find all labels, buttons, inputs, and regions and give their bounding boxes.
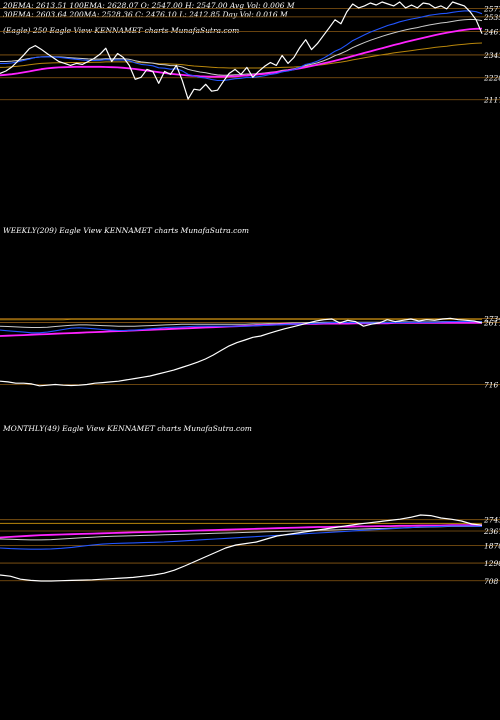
ema20-line-panel-2 bbox=[0, 525, 483, 550]
y-tick-label-2-4: 708 bbox=[484, 577, 499, 586]
ema30-line-panel-1 bbox=[0, 321, 482, 328]
header-line-1: 20EMA: 2613.51 100EMA: 2628.07 O: 2547.0… bbox=[2, 1, 295, 10]
ma200-line-panel-2 bbox=[0, 524, 482, 539]
y-tick-label-2-0: 2743 bbox=[483, 516, 500, 525]
header-line-2: 30EMA: 2603.64 200MA: 2528.36 C: 2476.10… bbox=[3, 10, 288, 19]
y-tick-label-0-1: 2535 bbox=[483, 13, 500, 22]
ema20-line-panel-1 bbox=[0, 321, 483, 334]
y-tick-label-2-2: 1878 bbox=[484, 542, 500, 551]
y-tick-label-0-3: 2343 bbox=[483, 51, 500, 60]
y-tick-label-1-2: 716 bbox=[484, 381, 499, 390]
y-tick-label-0-2: 2461 bbox=[483, 28, 500, 37]
y-tick-label-0-5: 2117 bbox=[483, 96, 500, 105]
ema20-line-panel-0 bbox=[0, 10, 483, 82]
y-tick-label-0-4: 2228 bbox=[483, 74, 500, 83]
ma200-line-panel-0 bbox=[0, 27, 483, 78]
daily-chart-title: (Eagle) 250 Eagle View KENNAMET charts M… bbox=[3, 26, 239, 35]
y-tick-label-1-0: 2734 bbox=[483, 315, 500, 324]
price-line-panel-2 bbox=[0, 514, 483, 582]
y-tick-label-0-0: 2577 bbox=[483, 5, 500, 14]
ema100-line-panel-0 bbox=[0, 42, 483, 69]
weekly-chart-title: WEEKLY(209) Eagle View KENNAMET charts M… bbox=[3, 226, 249, 235]
monthly-chart-title: MONTHLY(49) Eagle View KENNAMET charts M… bbox=[2, 424, 252, 433]
price-line-panel-0 bbox=[0, 1, 483, 100]
y-tick-label-2-1: 2367 bbox=[483, 527, 500, 536]
y-tick-label-2-3: 1298 bbox=[484, 559, 500, 568]
y-tick-label-1-1: 2611 bbox=[483, 319, 500, 328]
price-line-panel-1 bbox=[0, 317, 483, 387]
